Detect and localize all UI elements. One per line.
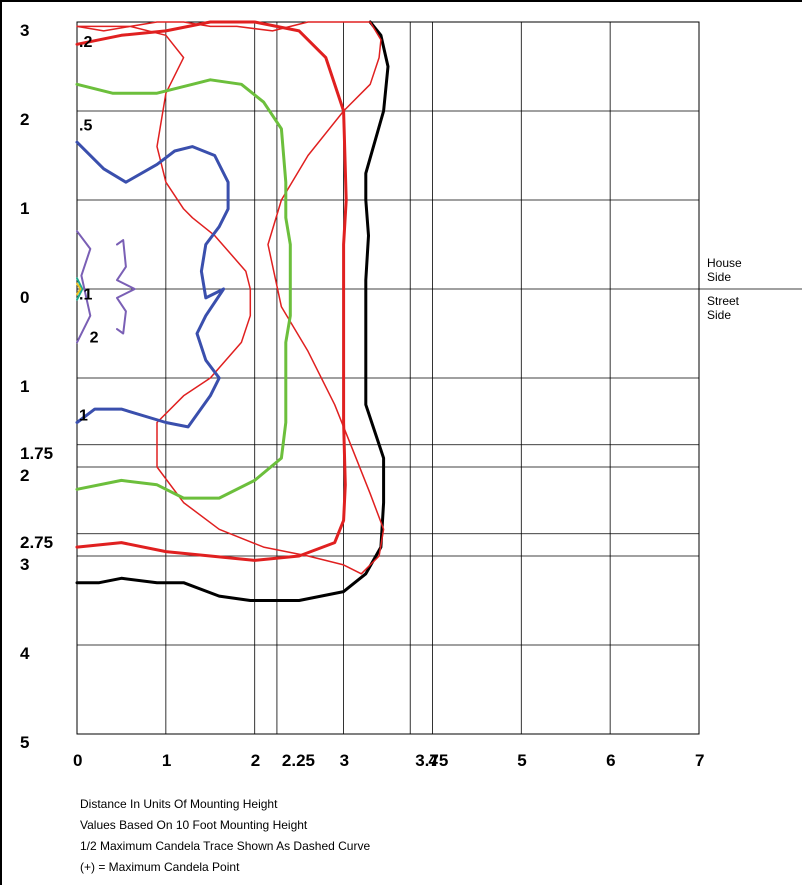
x-tick-label: 7	[695, 751, 704, 770]
y-tick-label: 3	[20, 21, 29, 40]
isofootcandle-curve	[75, 20, 348, 562]
note-mounting-height: Values Based On 10 Foot Mounting Height	[80, 818, 308, 832]
x-tick-label: 2	[251, 751, 260, 770]
x-tick-label: 4	[428, 751, 438, 770]
note-distance-units: Distance In Units Of Mounting Height	[80, 797, 278, 811]
isofootcandle-curve	[76, 21, 385, 575]
y-tick-label: 4	[20, 644, 30, 663]
street-side-label: Side	[707, 308, 731, 322]
note-half-candela-trace: 1/2 Maximum Candela Trace Shown As Dashe…	[80, 839, 371, 853]
chart-notes: Distance In Units Of Mounting Height Val…	[80, 794, 370, 878]
contour-value-label: .1	[79, 287, 92, 304]
y-tick-label: 1	[20, 199, 29, 218]
y-tick-label: 1	[20, 377, 29, 396]
isofootcandle-curve	[75, 140, 230, 429]
isofootcandle-curve	[76, 282, 82, 296]
y-tick-label: 5	[20, 733, 29, 752]
isofootcandle-curve	[75, 78, 292, 500]
house-side-label: House	[707, 256, 742, 270]
y-tick-label: 2.75	[20, 533, 53, 552]
chart-grid	[76, 21, 802, 735]
x-tick-label: 3	[340, 751, 349, 770]
chart-series	[75, 20, 390, 602]
x-tick-label: 6	[606, 751, 615, 770]
isofootcandle-curve	[76, 230, 92, 344]
y-tick-label: 1.75	[20, 444, 53, 463]
street-side-label: Street	[707, 294, 740, 308]
isofootcandle-curve	[76, 277, 84, 301]
y-tick-label: 3	[20, 555, 29, 574]
contour-value-label: .2	[79, 34, 92, 51]
isofootcandle-curve	[75, 20, 390, 602]
x-tick-label: 5	[517, 751, 526, 770]
chart-labels: 0 1 2 2.25 3 3.754 5 6 7321011.7522.75345.2.5.12…	[20, 21, 742, 770]
isofootcandle-curve	[116, 239, 136, 335]
contour-value-label: 2	[90, 329, 99, 346]
x-tick-label: 2.25	[282, 751, 315, 770]
x-tick-label: 0	[73, 751, 82, 770]
house-side-label: Side	[707, 270, 731, 284]
x-tick-label: 1	[162, 751, 171, 770]
y-tick-label: 0	[20, 288, 29, 307]
contour-value-label: 1	[79, 408, 88, 425]
note-max-candela-point: (+) = Maximum Candela Point	[80, 860, 240, 874]
y-tick-label: 2	[20, 466, 29, 485]
y-tick-label: 2	[20, 110, 29, 129]
contour-value-label: .5	[79, 118, 92, 135]
x-tick-label: 3.75	[415, 751, 448, 770]
